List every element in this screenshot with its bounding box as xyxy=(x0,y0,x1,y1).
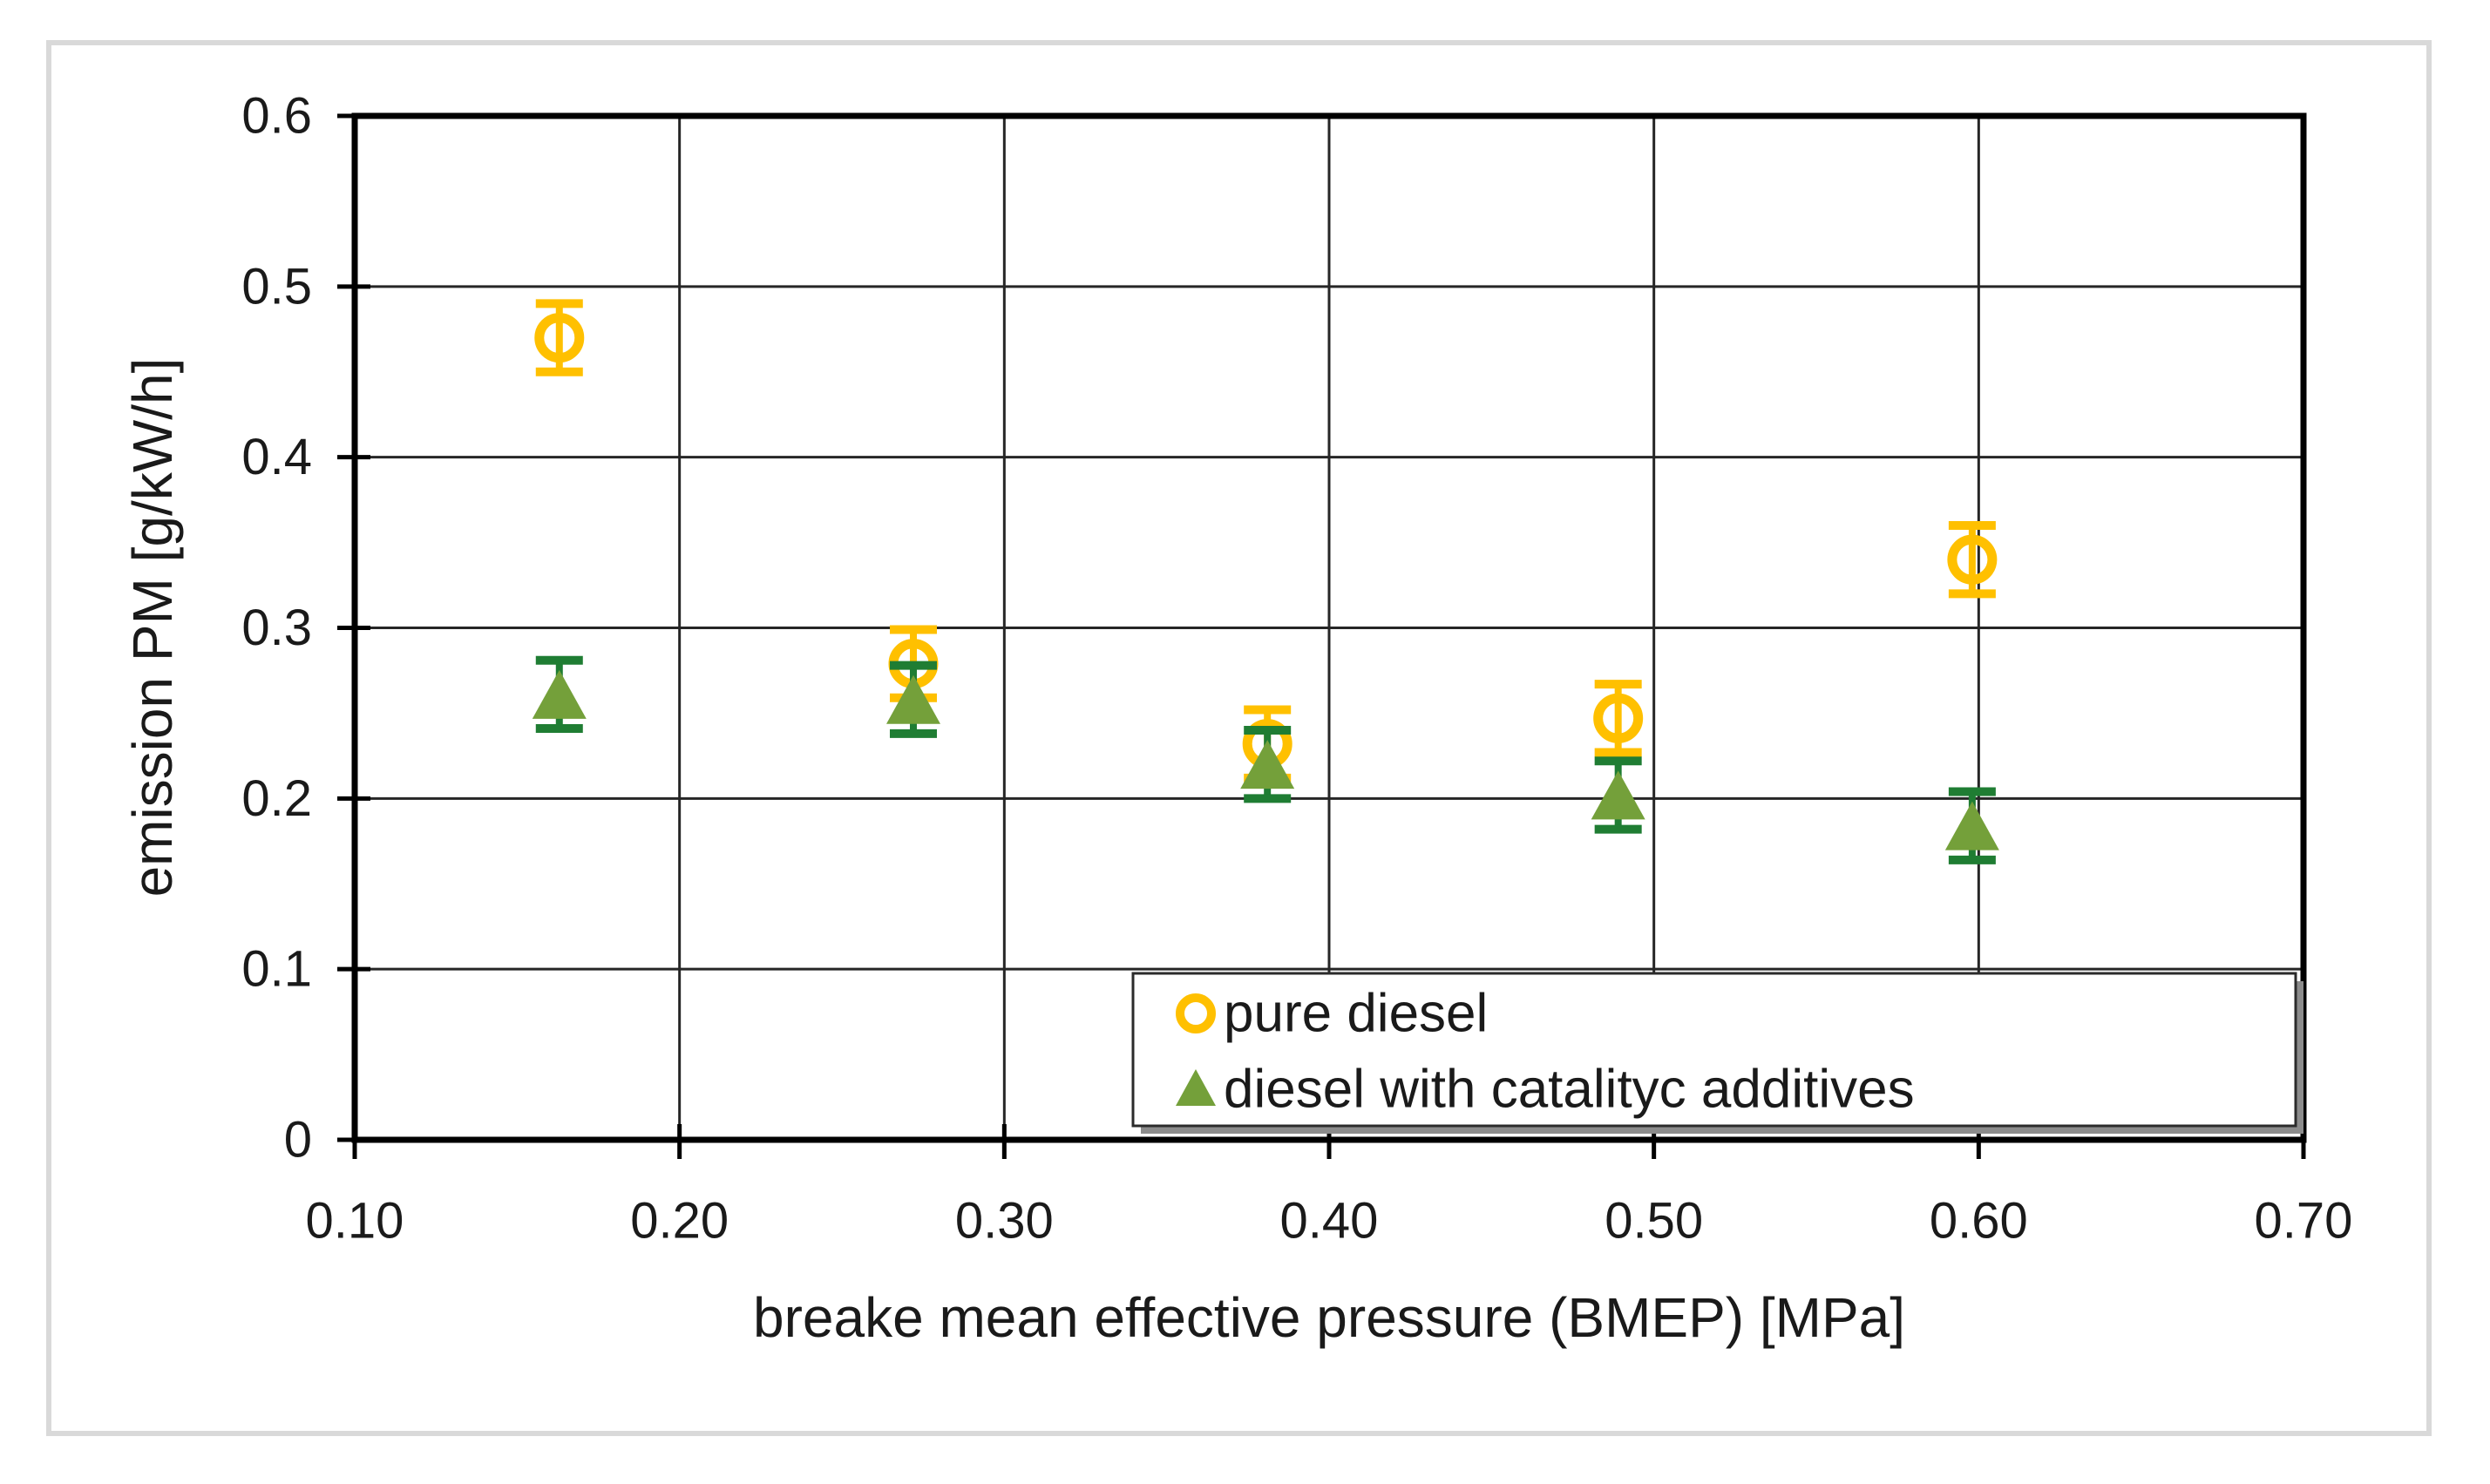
tick-labels: 0 0.1 0.2 0.3 0.4 0.5 0.6 0.10 0.20 0.30 0.40 0.50 0… xyxy=(241,88,2352,1250)
y-tick-label-0.6: 0.6 xyxy=(241,88,312,145)
x-tick-label-0.50: 0.50 xyxy=(1605,1193,1703,1250)
y-tick-label-0.3: 0.3 xyxy=(241,600,312,656)
data-point-pure-diesel-4 xyxy=(1947,534,1998,585)
x-tick-label-0.70: 0.70 xyxy=(2255,1193,2353,1250)
x-tick-label-0.20: 0.20 xyxy=(630,1193,729,1250)
figure-frame xyxy=(46,40,2432,1436)
x-axis-title: breake mean effective pressure (BMEP) [M… xyxy=(753,1286,1905,1349)
y-tick-label-0.1: 0.1 xyxy=(241,941,312,998)
x-tick-label-0.10: 0.10 xyxy=(306,1193,404,1250)
data-point-diesel-with-catalityc-additives-2 xyxy=(1240,740,1295,789)
x-tick-label-0.30: 0.30 xyxy=(955,1193,1054,1250)
legend: pure diesel diesel with catalityc additi… xyxy=(1131,972,2303,1134)
data-series xyxy=(532,299,1999,864)
y-axis-title: emission PM [g/kW/h] xyxy=(121,358,184,898)
y-tick-label-0.4: 0.4 xyxy=(241,429,312,485)
legend-box xyxy=(1131,972,2297,1128)
x-tick-label-0.60: 0.60 xyxy=(1930,1193,2028,1250)
series-diesel-with-catalityc-additives xyxy=(532,655,1999,864)
legend-label-diesel-additives: diesel with catalityc additives xyxy=(1224,1060,1915,1120)
data-point-diesel-with-catalityc-additives-3 xyxy=(1591,770,1645,820)
data-point-diesel-with-catalityc-additives-1 xyxy=(885,674,940,724)
triangle-marker-icon xyxy=(1176,1069,1216,1106)
gridlines xyxy=(355,116,2303,1140)
open-circle-marker-icon xyxy=(1176,993,1216,1033)
y-tick-label-0: 0 xyxy=(284,1112,312,1169)
data-point-pure-diesel-0 xyxy=(534,313,585,363)
data-point-diesel-with-catalityc-additives-0 xyxy=(532,669,587,719)
x-tick-label-0.40: 0.40 xyxy=(1280,1193,1379,1250)
y-tick-label-0.2: 0.2 xyxy=(241,770,312,827)
legend-label-pure-diesel: pure diesel xyxy=(1224,984,1488,1044)
data-point-pure-diesel-3 xyxy=(1593,693,1644,743)
y-tick-label-0.5: 0.5 xyxy=(241,258,312,315)
data-point-diesel-with-catalityc-additives-4 xyxy=(1944,801,1999,850)
